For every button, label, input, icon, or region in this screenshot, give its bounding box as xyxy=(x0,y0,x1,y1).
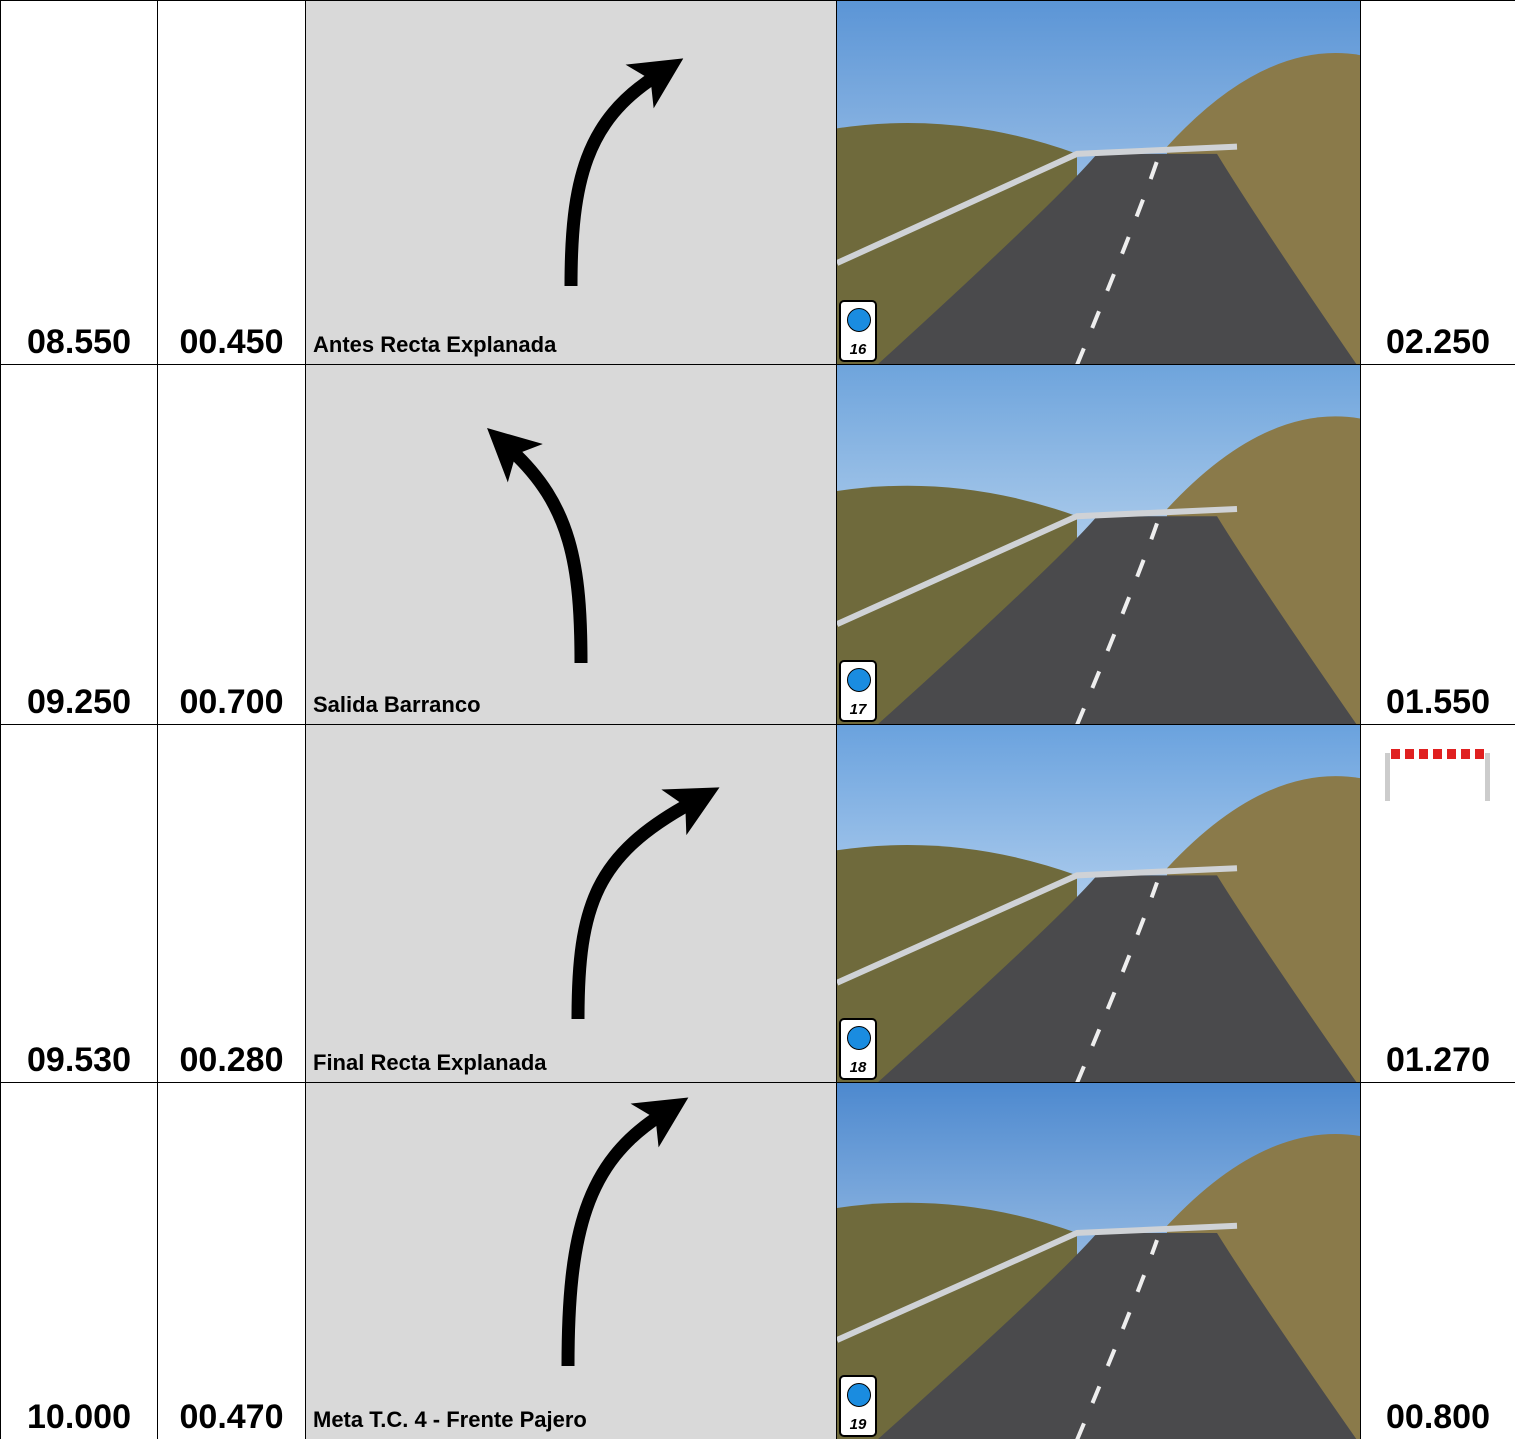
marker-icon xyxy=(847,1026,871,1050)
partial-distance: 00.450 xyxy=(158,322,305,362)
table-cell: Salida Barranco xyxy=(305,364,837,725)
bar-segment xyxy=(1391,749,1400,759)
table-cell: 00.800 xyxy=(1360,1082,1515,1439)
road-photo xyxy=(837,725,1361,1083)
description: Antes Recta Explanada xyxy=(313,332,556,358)
road-photo xyxy=(837,365,1361,725)
arrow-line xyxy=(568,1115,661,1366)
total-distance: 10.000 xyxy=(1,1397,157,1437)
table-cell: 18 xyxy=(836,724,1361,1083)
bar-segment xyxy=(1419,749,1428,759)
post xyxy=(1385,753,1390,801)
bar-segment xyxy=(1475,749,1484,759)
total-distance: 09.530 xyxy=(1,1040,157,1080)
arrow-line xyxy=(571,76,656,286)
arrow-line xyxy=(578,803,691,1019)
arrow-line xyxy=(511,450,581,663)
description: Final Recta Explanada xyxy=(313,1050,547,1076)
table-cell: 19 xyxy=(836,1082,1361,1439)
bar-segment xyxy=(1405,749,1414,759)
marker-number: 17 xyxy=(841,701,875,718)
partial-distance: 00.470 xyxy=(158,1397,305,1437)
remaining-distance: 00.800 xyxy=(1361,1397,1515,1437)
remaining-distance: 01.270 xyxy=(1361,1040,1515,1080)
table-cell: Meta T.C. 4 - Frente Pajero xyxy=(305,1082,837,1439)
marker-number: 18 xyxy=(841,1059,875,1076)
direction-arrow xyxy=(306,1083,837,1439)
photo-marker: 18 xyxy=(839,1018,877,1080)
marker-icon xyxy=(847,668,871,692)
table-cell: 01.270 xyxy=(1360,724,1515,1083)
table-cell: 17 xyxy=(836,364,1361,725)
direction-arrow xyxy=(306,365,837,725)
marker-number: 19 xyxy=(841,1416,875,1433)
table-cell: 09.530 xyxy=(0,724,158,1083)
table-cell: 00.280 xyxy=(157,724,306,1083)
road-photo xyxy=(837,1,1361,365)
remaining-distance: 01.550 xyxy=(1361,682,1515,722)
table-cell: Final Recta Explanada xyxy=(305,724,837,1083)
barrier-icon xyxy=(1383,745,1513,825)
table-cell: 09.250 xyxy=(0,364,158,725)
bar-segment xyxy=(1461,749,1470,759)
bar-segment xyxy=(1433,749,1442,759)
bar-segment xyxy=(1447,749,1456,759)
photo-marker: 17 xyxy=(839,660,877,722)
photo-marker: 19 xyxy=(839,1375,877,1437)
total-distance: 08.550 xyxy=(1,322,157,362)
road-photo xyxy=(837,1083,1361,1439)
table-cell: 08.550 xyxy=(0,0,158,365)
table-cell: 00.700 xyxy=(157,364,306,725)
roadbook-page: 08.55000.450 Antes Recta Explanada 16 02.25… xyxy=(0,0,1515,1439)
partial-distance: 00.700 xyxy=(158,682,305,722)
remaining-distance: 02.250 xyxy=(1361,322,1515,362)
marker-icon xyxy=(847,308,871,332)
table-cell: 01.550 xyxy=(1360,364,1515,725)
table-cell: 00.470 xyxy=(157,1082,306,1439)
description: Salida Barranco xyxy=(313,692,481,718)
table-cell: Antes Recta Explanada xyxy=(305,0,837,365)
direction-arrow xyxy=(306,1,837,365)
table-cell: 00.450 xyxy=(157,0,306,365)
partial-distance: 00.280 xyxy=(158,1040,305,1080)
marker-number: 16 xyxy=(841,341,875,358)
marker-icon xyxy=(847,1383,871,1407)
table-cell: 16 xyxy=(836,0,1361,365)
description: Meta T.C. 4 - Frente Pajero xyxy=(313,1407,587,1433)
photo-marker: 16 xyxy=(839,300,877,362)
total-distance: 09.250 xyxy=(1,682,157,722)
post xyxy=(1485,753,1490,801)
table-cell: 02.250 xyxy=(1360,0,1515,365)
table-cell: 10.000 xyxy=(0,1082,158,1439)
direction-arrow xyxy=(306,725,837,1083)
